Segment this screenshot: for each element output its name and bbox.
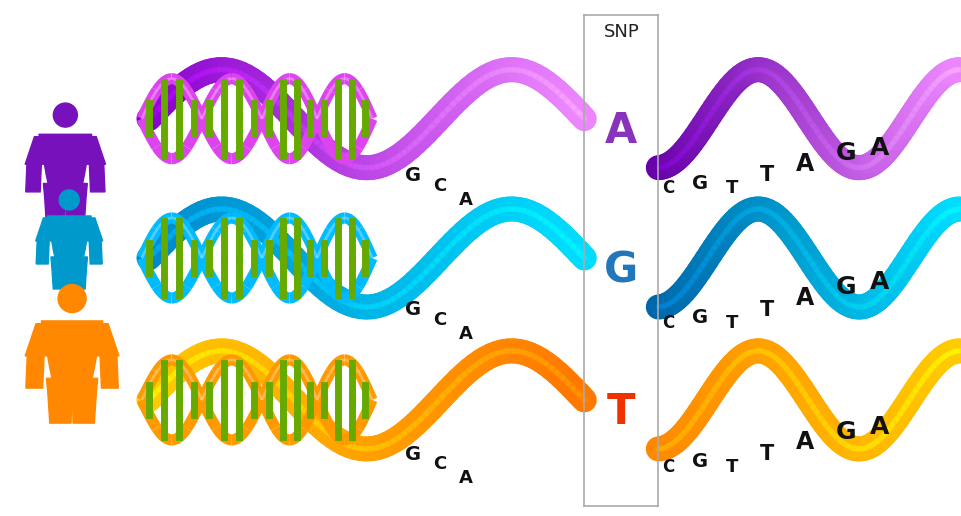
- Polygon shape: [89, 241, 102, 264]
- Polygon shape: [50, 367, 94, 378]
- Circle shape: [60, 190, 79, 210]
- Polygon shape: [80, 218, 103, 241]
- Polygon shape: [71, 378, 98, 392]
- Text: G: G: [835, 276, 856, 299]
- Text: G: G: [406, 300, 421, 319]
- Text: C: C: [662, 180, 674, 197]
- Polygon shape: [65, 196, 86, 222]
- Text: G: G: [692, 308, 707, 327]
- Text: C: C: [662, 458, 674, 476]
- Polygon shape: [48, 392, 72, 423]
- Polygon shape: [26, 164, 41, 192]
- Polygon shape: [43, 184, 66, 196]
- Polygon shape: [72, 392, 96, 423]
- Polygon shape: [36, 218, 59, 241]
- Text: SNP: SNP: [604, 23, 640, 41]
- Text: G: G: [604, 249, 638, 291]
- Text: A: A: [605, 110, 637, 152]
- Text: A: A: [459, 470, 473, 487]
- Polygon shape: [37, 241, 49, 264]
- Polygon shape: [53, 249, 86, 257]
- Polygon shape: [51, 257, 70, 267]
- Text: T: T: [727, 314, 738, 331]
- Text: A: A: [870, 136, 889, 160]
- Text: A: A: [797, 286, 814, 310]
- Polygon shape: [64, 184, 87, 196]
- Polygon shape: [87, 324, 119, 356]
- Polygon shape: [69, 267, 86, 289]
- Text: C: C: [433, 456, 447, 473]
- Text: A: A: [797, 430, 814, 454]
- Polygon shape: [52, 267, 69, 289]
- Polygon shape: [41, 321, 103, 367]
- Circle shape: [54, 103, 77, 127]
- Text: G: G: [835, 420, 856, 444]
- Text: T: T: [727, 180, 738, 197]
- Polygon shape: [26, 356, 44, 388]
- Text: G: G: [406, 445, 421, 463]
- Text: T: T: [607, 391, 635, 433]
- Polygon shape: [39, 134, 91, 174]
- Circle shape: [58, 284, 86, 313]
- Text: T: T: [760, 444, 774, 464]
- Polygon shape: [47, 216, 91, 249]
- Text: A: A: [459, 325, 473, 343]
- Text: T: T: [760, 166, 774, 185]
- Polygon shape: [46, 174, 85, 184]
- Polygon shape: [25, 324, 57, 356]
- Polygon shape: [68, 257, 87, 267]
- Text: G: G: [406, 166, 421, 185]
- Polygon shape: [46, 378, 73, 392]
- Polygon shape: [25, 137, 53, 164]
- Polygon shape: [100, 356, 118, 388]
- Text: T: T: [727, 458, 738, 476]
- Polygon shape: [78, 137, 106, 164]
- Text: A: A: [870, 415, 889, 439]
- Text: G: G: [692, 453, 707, 471]
- Text: T: T: [760, 300, 774, 319]
- Polygon shape: [89, 164, 105, 192]
- Text: A: A: [797, 152, 814, 175]
- Text: C: C: [662, 314, 674, 331]
- Text: A: A: [459, 191, 473, 208]
- Text: C: C: [433, 177, 447, 195]
- Polygon shape: [44, 196, 65, 222]
- Text: G: G: [692, 174, 707, 192]
- Text: G: G: [835, 141, 856, 165]
- Text: C: C: [433, 311, 447, 329]
- Text: A: A: [870, 270, 889, 294]
